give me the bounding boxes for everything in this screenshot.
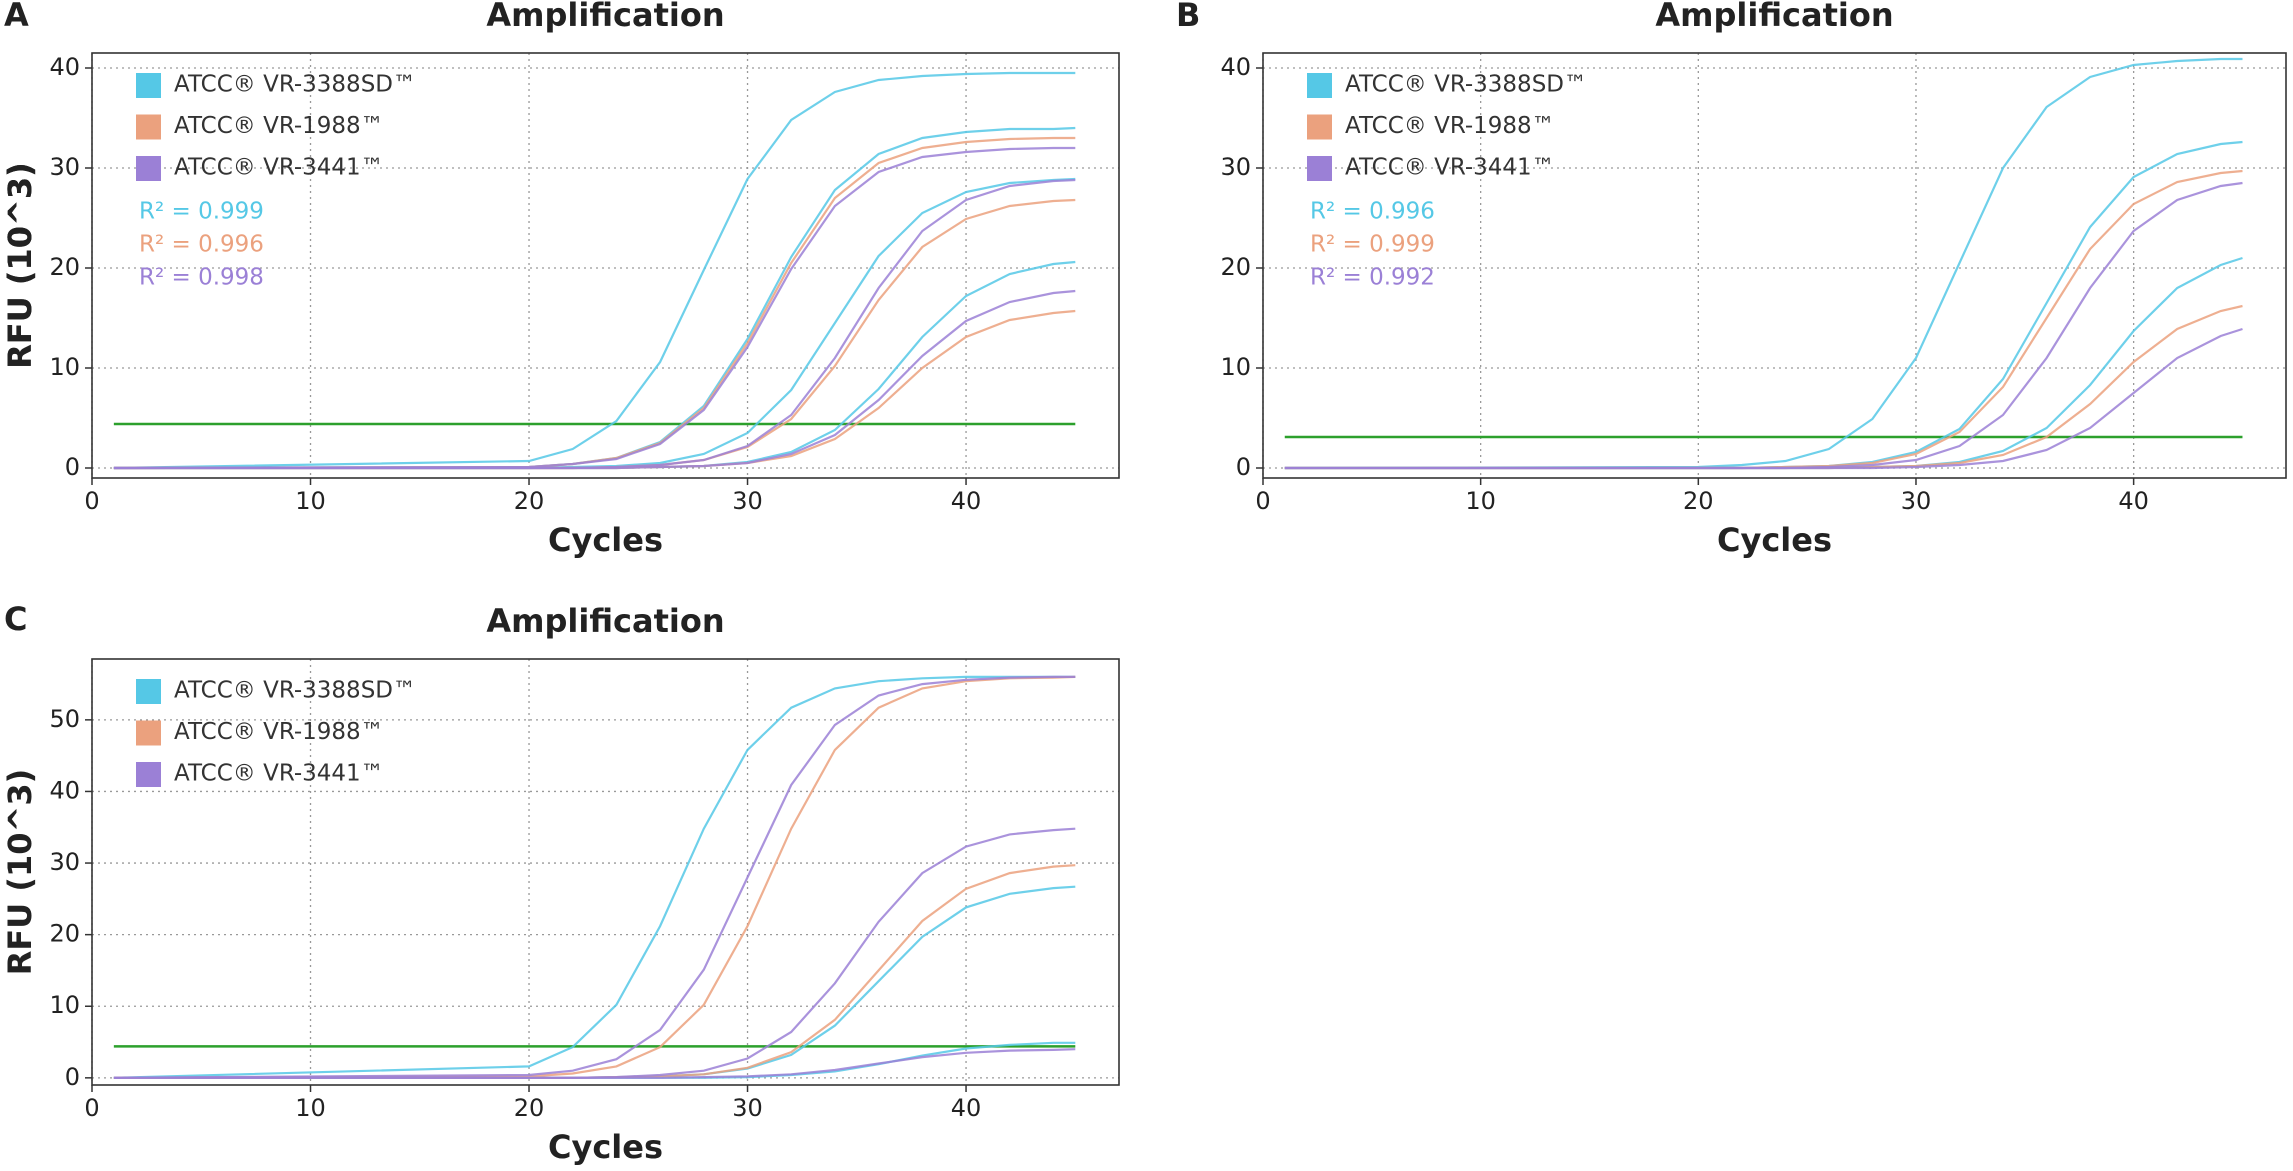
legend-swatch [136, 73, 161, 98]
y-tick-label: 20 [49, 253, 80, 281]
x-tick-label: 10 [295, 487, 326, 515]
y-tick-label: 0 [65, 1063, 80, 1091]
x-tick-label: 30 [732, 487, 763, 515]
y-tick-label: 0 [65, 453, 80, 481]
r-squared: R² = 0.992 [1310, 265, 1435, 291]
amplification-curve [1284, 57, 2243, 470]
plot-frame [91, 658, 1120, 1086]
y-tick-label: 30 [1220, 153, 1251, 181]
y-tick-label: 0 [1236, 453, 1251, 481]
amplification-curve [113, 289, 1076, 470]
legend-swatch [1307, 73, 1332, 98]
amplification-curve [113, 136, 1076, 470]
amplification-curve [113, 675, 1076, 1079]
amplification-curve [113, 146, 1076, 470]
y-tick-label: 10 [1220, 353, 1251, 381]
plot-frame [1262, 52, 2287, 479]
amplification-curve [1284, 327, 2243, 470]
r-squared: R² = 0.996 [1310, 199, 1435, 225]
legend-swatch [136, 679, 161, 704]
y-tick-label: 20 [49, 920, 80, 948]
y-tick-label: 50 [49, 705, 80, 733]
legend-label: ATCC® VR-3441™ [174, 761, 384, 787]
r-squared: R² = 0.998 [139, 265, 264, 291]
y-tick-label: 10 [49, 991, 80, 1019]
chart-title: Amplification [486, 0, 724, 34]
amplification-curve [1284, 304, 2243, 470]
x-tick-label: 20 [514, 1094, 545, 1122]
y-tick-label: 30 [49, 153, 80, 181]
legend-label: ATCC® VR-1988™ [1345, 113, 1555, 139]
legend-label: ATCC® VR-1988™ [174, 719, 384, 745]
r-squared: R² = 0.999 [139, 199, 264, 225]
panel-letter: A [4, 0, 29, 34]
amplification-curve [113, 675, 1076, 1079]
x-tick-label: 20 [514, 487, 545, 515]
legend-label: ATCC® VR-3441™ [174, 155, 384, 181]
y-tick-label: 20 [1220, 253, 1251, 281]
chart-title: Amplification [1655, 0, 1893, 34]
legend-label: ATCC® VR-3388SD™ [174, 72, 416, 98]
legend-swatch [136, 114, 161, 140]
y-axis-label: RFU (10^3) [1, 769, 39, 975]
amplification-curve [113, 1048, 1076, 1079]
panel-letter: C [4, 600, 27, 638]
amplification-curve [1284, 181, 2243, 470]
y-tick-label: 30 [49, 848, 80, 876]
x-tick-label: 20 [1683, 487, 1714, 515]
y-tick-label: 40 [49, 53, 80, 81]
legend-swatch [136, 720, 161, 746]
r-squared: R² = 0.996 [139, 232, 264, 258]
x-tick-label: 10 [295, 1094, 326, 1122]
x-tick-label: 0 [1255, 487, 1270, 515]
r-squared: R² = 0.999 [1310, 232, 1435, 258]
legend-label: ATCC® VR-1988™ [174, 113, 384, 139]
x-tick-label: 0 [84, 487, 99, 515]
x-tick-label: 40 [951, 1094, 982, 1122]
plot-frame [91, 52, 1120, 479]
y-axis-label: RFU (10^3) [1, 162, 39, 368]
amplification-curve [113, 71, 1076, 470]
x-tick-label: 40 [951, 487, 982, 515]
x-tick-label: 10 [1465, 487, 1496, 515]
y-axis-label: RFU (10^3) [1, 162, 39, 368]
y-tick-label: 10 [49, 353, 80, 381]
chart-title: Amplification [486, 602, 724, 640]
legend-swatch [136, 156, 161, 181]
y-tick-label: 40 [1220, 53, 1251, 81]
x-axis-label: Cycles [548, 521, 663, 559]
amplification-curve [113, 309, 1076, 470]
legend-swatch [136, 762, 161, 787]
panel: B Amplification Cycles RFU (10^3) 0 10 20 30 40 0… [1, 0, 2287, 559]
legend-label: ATCC® VR-3441™ [1345, 155, 1555, 181]
x-tick-label: 40 [2118, 487, 2149, 515]
x-axis-label: Cycles [548, 1128, 663, 1166]
amplification-curve [113, 827, 1076, 1079]
amplification-curve [113, 260, 1076, 470]
amplification-curve [1284, 140, 2243, 470]
panel: C Amplification Cycles RFU (10^3) 0 10 20 30 40 0… [1, 600, 1120, 1166]
legend-swatch [1307, 156, 1332, 181]
legend-label: ATCC® VR-3388SD™ [1345, 72, 1587, 98]
legend-label: ATCC® VR-3388SD™ [174, 678, 416, 704]
panel: A Amplification Cycles RFU (10^3) 0 10 20 30 40 0… [1, 0, 1120, 559]
amplification-curve [113, 1041, 1076, 1079]
y-tick-label: 40 [49, 776, 80, 804]
x-axis-label: Cycles [1717, 521, 1832, 559]
legend-swatch [1307, 114, 1332, 140]
panel-letter: B [1176, 0, 1200, 34]
x-tick-label: 30 [1901, 487, 1932, 515]
x-tick-label: 0 [84, 1094, 99, 1122]
x-tick-label: 30 [732, 1094, 763, 1122]
